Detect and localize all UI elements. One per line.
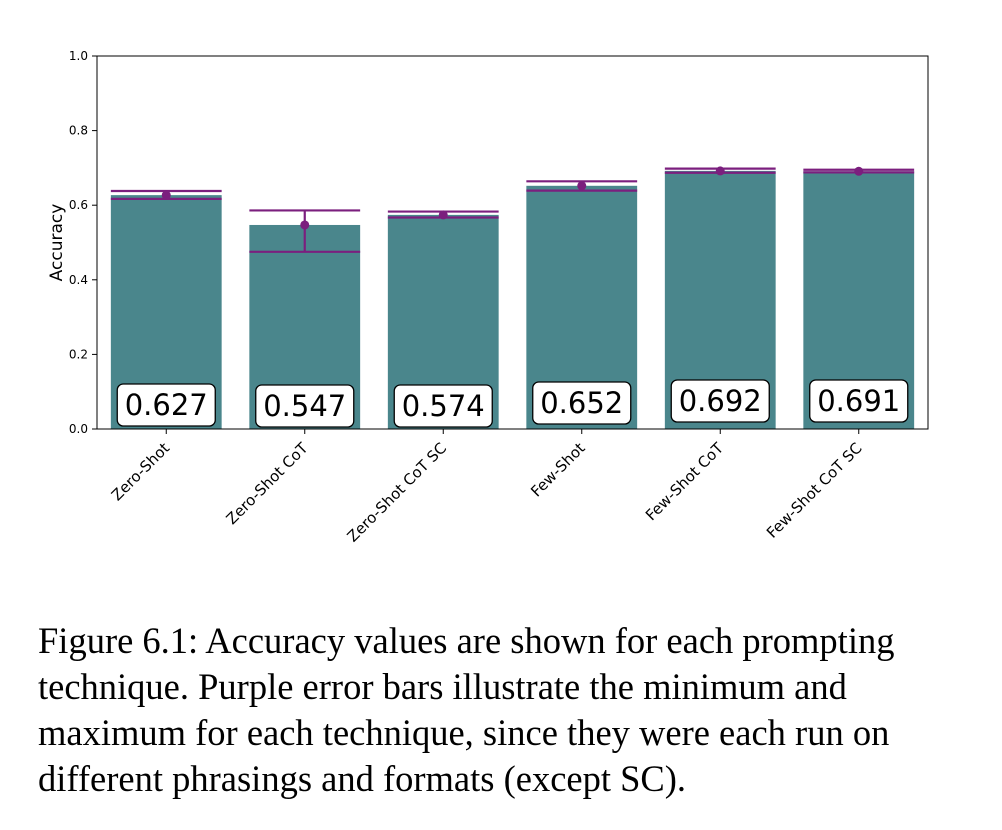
x-tick-label-1: Zero-Shot CoT: [223, 439, 313, 529]
y-tick-label-4: 0.8: [69, 124, 88, 138]
value-label-box-1: [255, 384, 355, 428]
value-label-3: 0.652: [540, 386, 623, 420]
x-tick-label-4: Few-Shot CoT: [642, 439, 728, 525]
y-tick-label-3: 0.6: [69, 198, 88, 212]
y-tick-label-2: 0.4: [69, 273, 88, 287]
value-label-box-4: [670, 379, 770, 423]
figure-caption: Figure 6.1: Accuracy values are shown fo…: [38, 620, 895, 799]
mean-point-3: [577, 181, 587, 191]
value-label-1: 0.547: [263, 389, 346, 423]
mean-point-5: [854, 166, 864, 176]
x-tick-label-3: Few-Shot: [527, 439, 588, 500]
x-tick-label-2: Zero-Shot CoT SC: [344, 439, 451, 546]
x-tick-label-5: Few-Shot CoT SC: [763, 439, 866, 542]
value-label-box-3: [532, 381, 632, 425]
value-label-box-0: [116, 383, 216, 427]
mean-point-0: [161, 190, 171, 200]
value-label-2: 0.574: [402, 389, 485, 423]
plot-frame: [96, 55, 929, 430]
value-label-0: 0.627: [125, 388, 208, 422]
x-tick-label-0: Zero-Shot: [108, 439, 173, 504]
value-label-box-5: [809, 379, 909, 423]
value-label-4: 0.692: [679, 384, 762, 418]
y-axis-label: Accuracy: [47, 204, 67, 282]
mean-point-2: [438, 210, 448, 220]
mean-point-1: [300, 220, 310, 230]
y-tick-label-5: 1.0: [69, 49, 88, 63]
accuracy-bar-chart: 0.627 0.547 0.574 0.652 0.692 0.691 0.0 0.2 0.4 0…: [47, 49, 929, 546]
y-tick-label-1: 0.2: [69, 347, 88, 361]
value-label-5: 0.691: [817, 384, 900, 418]
mean-point-4: [715, 166, 725, 176]
plot-area: 0.627 0.547 0.574 0.652 0.692 0.691 0.0 0.2 0.4 0…: [47, 49, 929, 546]
y-tick-label-0: 0.0: [69, 422, 88, 436]
value-label-box-2: [393, 384, 493, 428]
